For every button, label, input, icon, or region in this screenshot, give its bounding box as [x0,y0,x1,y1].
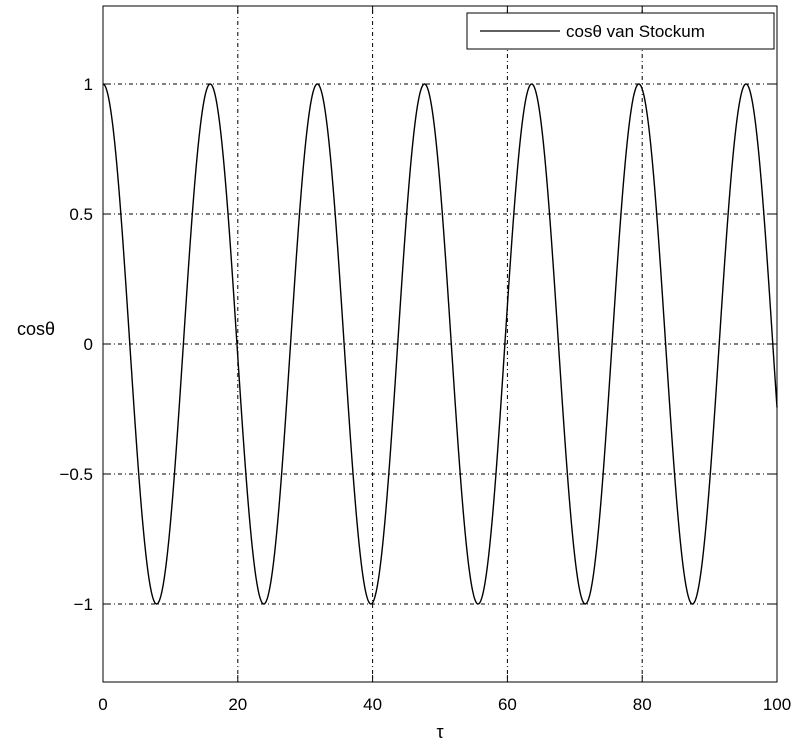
y-axis-label: cosθ [17,319,55,339]
x-tick-label: 100 [763,695,791,714]
x-axis-label: τ [436,722,443,742]
x-tick-label: 20 [228,695,247,714]
y-tick-label: −1 [74,595,93,614]
y-tick-label: 0.5 [69,205,93,224]
legend-entry-label: cosθ van Stockum [566,22,705,41]
x-tick-label: 60 [498,695,517,714]
y-tick-label: −0.5 [59,465,93,484]
grid-lines [103,6,777,682]
x-tick-label: 40 [363,695,382,714]
series-line-cos-theta [102,83,778,605]
y-tick-label: 0 [84,335,93,354]
axis-ticks [102,6,778,682]
legend: cosθ van Stockum [466,12,775,50]
y-tick-label: 1 [84,75,93,94]
x-tick-labels: 0 20 40 60 80 100 [98,695,791,714]
y-tick-labels: −1 −0.5 0 0.5 1 [59,75,93,614]
series-layer [102,83,778,605]
x-tick-label: 0 [98,695,107,714]
x-tick-label: 80 [633,695,652,714]
